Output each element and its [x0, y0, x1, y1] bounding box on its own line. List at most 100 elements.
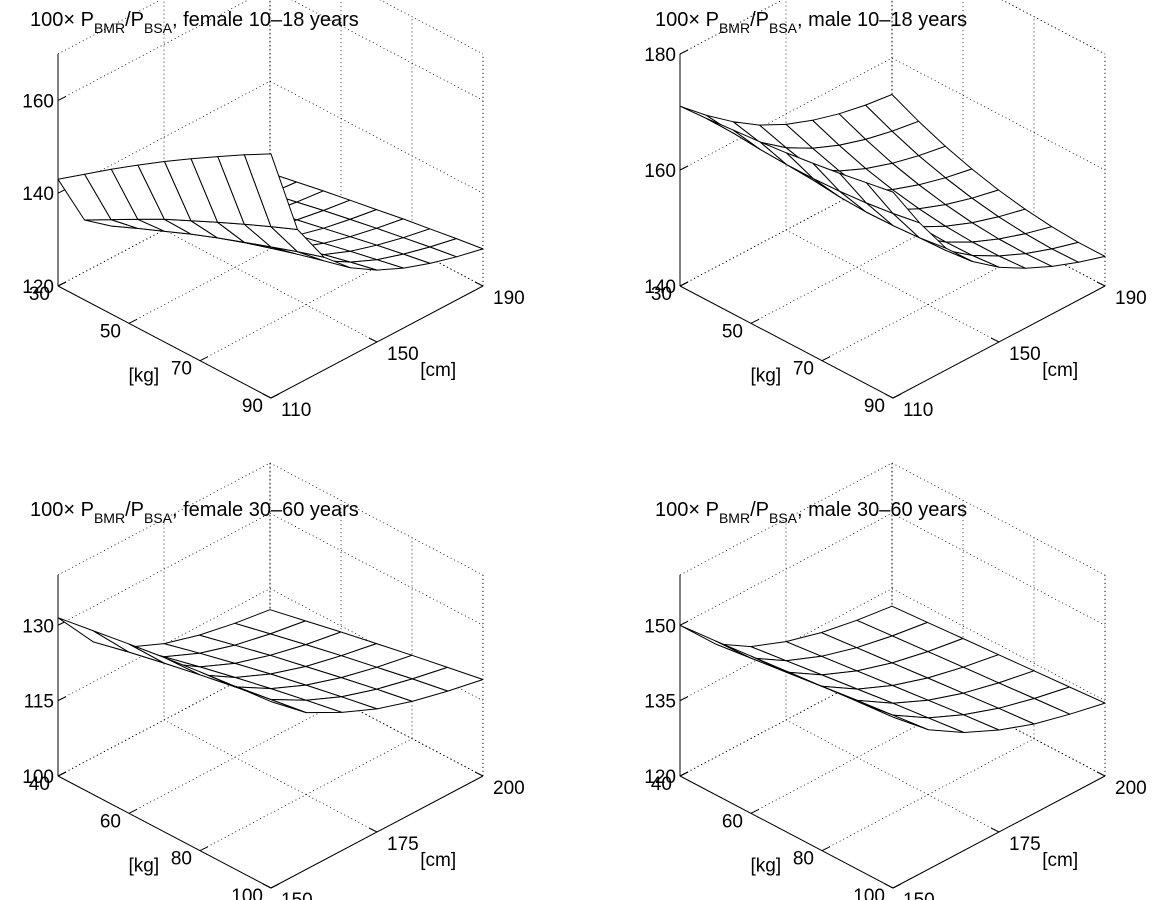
x-tick-label: 90: [864, 396, 885, 417]
y-tick-label: 150: [387, 344, 419, 365]
z-tick: [679, 49, 689, 55]
z-tick-label: 130: [22, 616, 54, 637]
y-tick: [1096, 771, 1106, 777]
y-axis-label: [cm]: [420, 850, 456, 871]
z-tick: [679, 165, 689, 171]
mesh-cell: [243, 153, 298, 230]
y-tick-label: 150: [281, 890, 313, 900]
x-tick-label: 50: [722, 321, 743, 342]
y-tick-label: 200: [493, 778, 525, 799]
surface-panel-2: 100× PBMR/PBSA, male 10–18 years 30 50 70 90…: [644, 0, 1147, 421]
y-tick: [368, 337, 378, 343]
y-tick: [368, 827, 378, 833]
z-tick: [57, 696, 67, 702]
grid-x-line: [57, 0, 271, 287]
x-axis-label: [kg]: [751, 365, 782, 386]
x-tick-label: 70: [171, 359, 192, 380]
x-axis-line: [679, 775, 894, 889]
y-tick-label: 110: [281, 400, 311, 421]
x-tick-label: 40: [29, 774, 50, 795]
panel-title: 100× PBMR/PBSA, female 30–60 years: [30, 499, 359, 526]
y-tick-label: 150: [903, 890, 935, 900]
x-axis-line: [679, 285, 894, 399]
panel-title: 100× PBMR/PBSA, female 10–18 years: [30, 9, 359, 36]
x-tick-label: 40: [651, 774, 672, 795]
y-tick: [990, 337, 1000, 343]
x-axis-line: [57, 775, 272, 889]
grid-y-line: [785, 519, 1000, 833]
surface-mesh: [57, 609, 484, 714]
x-tick: [750, 808, 760, 814]
x-tick-label: 60: [100, 811, 121, 832]
y-tick-label: 150: [1009, 344, 1041, 365]
x-tick: [750, 318, 760, 324]
x-tick: [892, 393, 902, 399]
x-tick-label: 80: [171, 849, 192, 870]
grid-z-line: [679, 0, 1106, 55]
y-tick: [884, 883, 894, 889]
surface-panel-4: 100× PBMR/PBSA, male 30–60 years 40 60 80 10…: [644, 462, 1147, 900]
z-tick-label: 160: [644, 161, 676, 182]
x-tick: [270, 883, 280, 889]
y-tick: [884, 393, 894, 399]
grid-z-line: [679, 57, 1106, 171]
z-tick: [57, 281, 67, 287]
x-tick: [270, 393, 280, 399]
z-tick-label: 120: [22, 277, 54, 298]
y-tick-label: 200: [1115, 778, 1147, 799]
x-tick-label: 90: [242, 396, 263, 417]
x-tick: [199, 846, 209, 852]
x-tick-label: 100: [231, 886, 263, 900]
grid-top-edge: [379, 0, 484, 55]
grid-top-edge: [891, 462, 1106, 576]
y-axis-label: [cm]: [420, 360, 456, 381]
x-tick-label: 50: [100, 321, 121, 342]
x-tick: [892, 883, 902, 889]
z-tick: [57, 95, 67, 101]
grid-y-line: [785, 0, 1000, 343]
z-tick: [57, 771, 67, 777]
z-tick: [679, 771, 689, 777]
y-tick: [474, 281, 484, 287]
axes: 40 60 80 100 150 175 200 100 115 130 [kg] [cm]: [22, 575, 525, 900]
grid-top-edge: [269, 462, 484, 576]
grid-z-line: [57, 512, 484, 626]
x-tick: [128, 318, 138, 324]
x-axis-line: [57, 285, 272, 399]
x-tick-label: 80: [793, 849, 814, 870]
z-tick: [679, 696, 689, 702]
y-axis-label: [cm]: [1042, 360, 1078, 381]
y-tick-label: 175: [387, 834, 419, 855]
y-tick: [262, 393, 272, 399]
x-tick-label: 70: [793, 359, 814, 380]
x-tick: [128, 808, 138, 814]
y-tick-label: 110: [903, 400, 933, 421]
surface-panel-3: 100× PBMR/PBSA, female 30–60 years 40 60 80…: [22, 462, 525, 900]
z-tick-label: 135: [644, 692, 676, 713]
grid-z-line: [679, 588, 1106, 701]
mesh-cell: [235, 685, 307, 714]
x-tick: [821, 846, 831, 852]
z-tick: [679, 281, 689, 287]
z-tick-label: 180: [644, 45, 676, 66]
x-axis-label: [kg]: [751, 855, 782, 876]
grid-y-line: [163, 519, 378, 833]
x-tick-label: 100: [853, 886, 885, 900]
x-tick-label: 60: [722, 811, 743, 832]
surface-mesh: [57, 153, 484, 271]
mesh-cell: [857, 701, 929, 731]
z-tick-label: 140: [644, 277, 676, 298]
axes: 30 50 70 90 110 150 190 120 140 160 [kg] [cm]: [22, 54, 525, 421]
surface-panel-1: 100× PBMR/PBSA, female 10–18 years 30 50 70…: [22, 0, 525, 421]
y-tick: [1096, 281, 1106, 287]
y-tick-label: 190: [1115, 288, 1147, 309]
z-tick-label: 150: [644, 616, 676, 637]
z-tick-label: 140: [22, 184, 54, 205]
surface-mesh: [679, 605, 1106, 733]
x-tick-label: 30: [651, 284, 672, 305]
mesh-cell: [865, 182, 920, 224]
z-tick-label: 115: [24, 692, 54, 713]
z-tick-label: 160: [22, 91, 54, 112]
y-tick-label: 175: [1009, 834, 1041, 855]
